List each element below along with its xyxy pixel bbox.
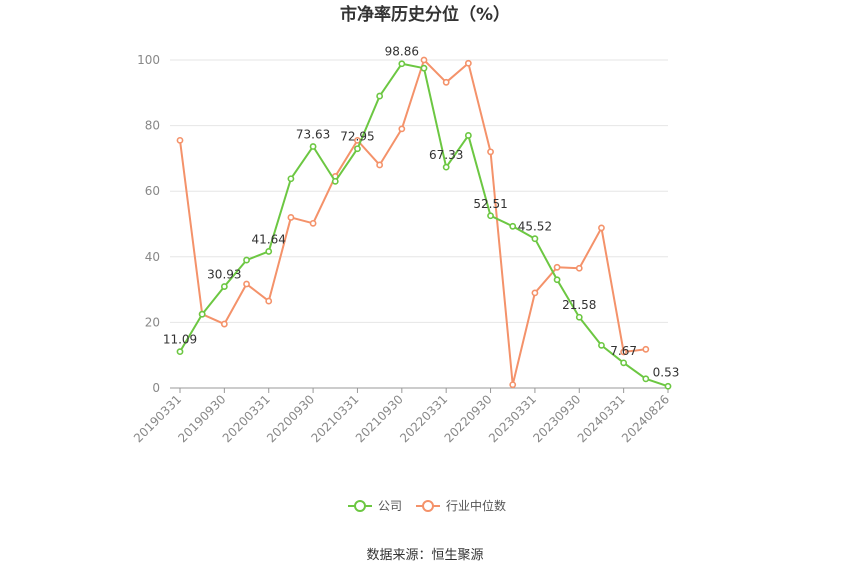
data-point[interactable] bbox=[220, 283, 228, 290]
y-tick-label: 20 bbox=[145, 315, 160, 329]
data-point[interactable] bbox=[553, 276, 561, 284]
data-point[interactable] bbox=[575, 313, 583, 321]
grid-lines bbox=[170, 59, 668, 389]
data-point[interactable] bbox=[354, 145, 361, 153]
data-point[interactable] bbox=[243, 280, 250, 288]
data-point[interactable] bbox=[420, 56, 428, 64]
y-tick-label: 80 bbox=[145, 119, 160, 133]
data-label: 0.53 bbox=[653, 365, 680, 379]
y-tick-label: 60 bbox=[145, 184, 160, 198]
data-point[interactable] bbox=[376, 92, 384, 100]
data-point[interactable] bbox=[620, 359, 628, 367]
data-point[interactable] bbox=[198, 310, 206, 318]
data-point[interactable] bbox=[509, 222, 517, 230]
series-industry-median bbox=[176, 56, 650, 389]
data-label: 67.33 bbox=[429, 148, 463, 162]
data-point[interactable] bbox=[664, 382, 672, 390]
data-label: 72.95 bbox=[340, 130, 374, 144]
data-point[interactable] bbox=[176, 348, 184, 356]
data-label: 45.52 bbox=[518, 220, 552, 234]
data-point[interactable] bbox=[243, 256, 250, 264]
data-point[interactable] bbox=[598, 224, 605, 232]
data-point[interactable] bbox=[331, 177, 339, 185]
data-point[interactable] bbox=[398, 125, 406, 133]
data-label: 21.58 bbox=[562, 298, 596, 312]
data-point[interactable] bbox=[620, 348, 628, 356]
y-tick-label: 0 bbox=[152, 381, 160, 395]
data-label: 73.63 bbox=[296, 127, 330, 141]
data-point[interactable] bbox=[464, 132, 472, 139]
data-point[interactable] bbox=[553, 263, 561, 271]
data-point[interactable] bbox=[442, 78, 450, 86]
legend-marker bbox=[422, 500, 434, 512]
data-point[interactable] bbox=[220, 320, 228, 328]
legend-marker bbox=[354, 500, 366, 512]
legend-label: 行业中位数 bbox=[446, 498, 506, 513]
data-label: 30.93 bbox=[207, 268, 241, 282]
legend-item-company[interactable]: 公司 bbox=[348, 499, 402, 513]
data-point[interactable] bbox=[420, 64, 428, 72]
data-point[interactable] bbox=[487, 212, 494, 220]
data-point[interactable] bbox=[265, 297, 273, 305]
data-point[interactable] bbox=[531, 289, 539, 297]
data-point[interactable] bbox=[642, 345, 650, 353]
data-label: 41.64 bbox=[252, 232, 286, 246]
data-point[interactable] bbox=[376, 161, 384, 169]
axes: 0204060801002019033120190930202003312020… bbox=[131, 53, 672, 445]
data-point[interactable] bbox=[487, 148, 494, 156]
data-labels: 11.09 30.93 41.64 73.63 72.95 98.86 67.33 52.51… bbox=[163, 45, 680, 380]
data-point[interactable] bbox=[531, 235, 539, 243]
chart-title: 市净率历史分位（%） bbox=[340, 4, 510, 25]
data-point[interactable] bbox=[442, 163, 450, 171]
series-line bbox=[179, 59, 646, 386]
legend-item-industry-median[interactable]: 行业中位数 bbox=[416, 498, 506, 513]
data-point[interactable] bbox=[265, 248, 273, 255]
data-label: 52.51 bbox=[473, 197, 507, 211]
data-point[interactable] bbox=[598, 341, 605, 349]
data-label: 98.86 bbox=[385, 45, 419, 59]
data-label: 7.67 bbox=[610, 344, 637, 358]
series-layer bbox=[176, 56, 672, 390]
data-label: 11.09 bbox=[163, 333, 197, 347]
data-point[interactable] bbox=[309, 143, 317, 150]
data-point[interactable] bbox=[642, 375, 650, 383]
data-source: 数据来源：恒生聚源 bbox=[366, 548, 483, 563]
x-tick-label: 20240826 bbox=[619, 392, 672, 445]
data-point[interactable] bbox=[464, 59, 472, 67]
legend[interactable]: 公司 行业中位数 bbox=[348, 498, 506, 513]
y-tick-label: 40 bbox=[145, 250, 160, 264]
data-point[interactable] bbox=[509, 381, 517, 389]
data-point[interactable] bbox=[287, 214, 295, 221]
series-company bbox=[176, 60, 672, 390]
data-point[interactable] bbox=[575, 264, 583, 272]
series-line bbox=[179, 62, 669, 388]
data-point[interactable] bbox=[176, 136, 184, 144]
legend-label: 公司 bbox=[378, 499, 402, 513]
data-point[interactable] bbox=[398, 60, 406, 68]
data-point[interactable] bbox=[287, 175, 295, 183]
data-point[interactable] bbox=[309, 219, 317, 227]
y-tick-label: 100 bbox=[137, 53, 160, 67]
